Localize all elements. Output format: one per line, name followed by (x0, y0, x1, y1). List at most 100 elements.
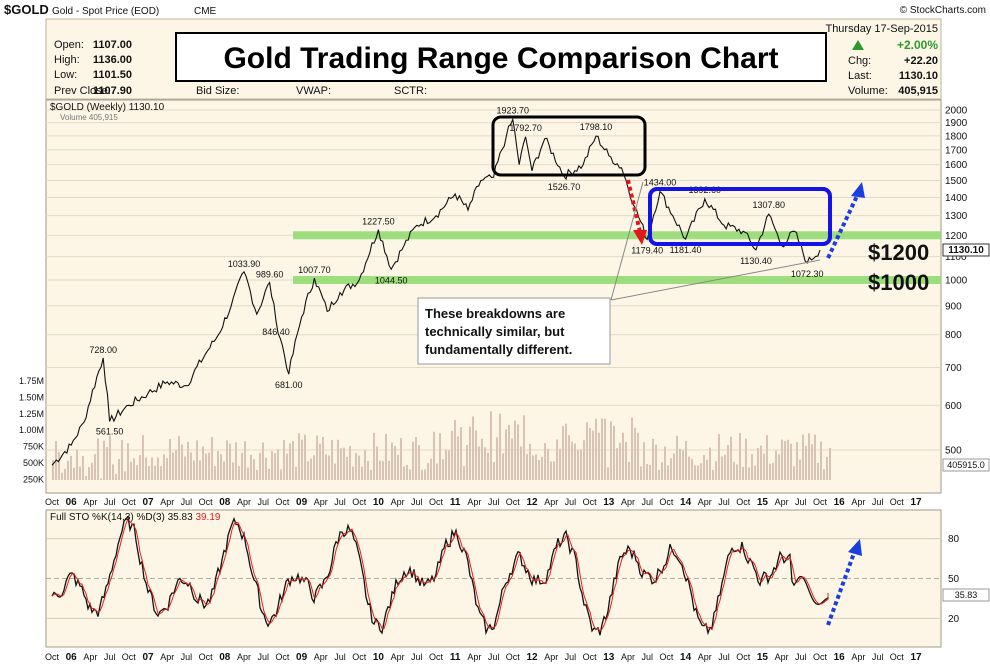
volume-bar (574, 443, 576, 480)
price-callout: 1179.40 (631, 246, 663, 256)
x-tick-label: Apr (467, 652, 481, 662)
volume-bar (262, 442, 264, 480)
volume-bar (643, 442, 645, 480)
volume-bar (175, 450, 177, 480)
volume-bar (430, 458, 432, 480)
volume-bar (151, 457, 153, 480)
x-tick-label: Apr (621, 652, 635, 662)
volume-bar (487, 452, 489, 480)
ohlc-block: Open: 1107.00 High: 1136.00 Low: 1101.50… (54, 39, 427, 97)
volume-bar (286, 453, 288, 480)
volume-bar (454, 419, 456, 480)
x-tick-label: Oct (352, 652, 367, 662)
volume-bar (205, 453, 207, 480)
price-callout: 1307.80 (753, 200, 786, 210)
date-line: Thursday 17-Sep-2015 (825, 23, 938, 35)
volume-tick-label: 1.75M (19, 376, 44, 386)
price-tick-label: 600 (945, 401, 962, 412)
volume-tag (942, 458, 990, 472)
volume-bar (331, 439, 333, 480)
volume-bar (754, 465, 756, 480)
x-tick-label: Jul (718, 652, 730, 662)
x-tick-label: Oct (890, 652, 905, 662)
volume-bar (652, 438, 654, 480)
volume-bar (352, 466, 354, 480)
volume-bar (796, 442, 798, 480)
volume-bar (133, 458, 135, 480)
volume-bar (379, 460, 381, 480)
x-tick-label: 14 (680, 652, 692, 663)
volume-bar (322, 437, 324, 480)
volume-bar (667, 465, 669, 480)
volume-bar (439, 433, 441, 480)
volume-bar (421, 469, 423, 480)
volume-bar (208, 452, 210, 480)
x-tick-label: Oct (122, 652, 137, 662)
volume-bar (235, 442, 237, 480)
volume-bar (529, 443, 531, 480)
volume-bar (781, 439, 783, 480)
volume-bar (736, 464, 738, 480)
volume-bar (193, 460, 195, 480)
volume-bar (73, 467, 75, 480)
volume-bar (712, 469, 714, 480)
volume-bar (532, 455, 534, 480)
x-tick-label: Oct (890, 497, 905, 507)
volume-bar (382, 460, 384, 480)
volume-bar (589, 427, 591, 480)
volume-bar (220, 454, 222, 480)
x-tick-label: Jul (641, 652, 653, 662)
volume-bar (568, 435, 570, 480)
price-tick-label: 800 (945, 330, 962, 341)
x-tick-label: 10 (373, 652, 385, 663)
price-callout: 1072.30 (791, 269, 824, 279)
volume-bar (526, 453, 528, 480)
x-tick-label: 16 (834, 497, 846, 508)
x-tick-label: Apr (775, 497, 789, 507)
x-tick-label: 08 (219, 652, 231, 663)
support-bands (293, 231, 941, 284)
volume-bar (172, 452, 174, 480)
volume-bar (523, 415, 525, 480)
open-label: Open: (54, 39, 84, 51)
x-tick-label: Apr (621, 497, 635, 507)
volume-bar (649, 464, 651, 480)
x-tick-label: 16 (834, 652, 846, 663)
volume-bar (97, 438, 99, 480)
x-tick-label: 17 (910, 497, 922, 508)
volume-bar (655, 444, 657, 480)
last-price-tag (942, 243, 990, 257)
volume-bar (154, 465, 156, 480)
volume-bar (727, 445, 729, 480)
volume-bar (223, 461, 225, 480)
volume-bar (106, 447, 108, 480)
price-line (51, 117, 821, 466)
blue-range-box (648, 187, 832, 246)
volume-bar (196, 440, 198, 480)
volume-bar (316, 435, 318, 480)
volume-bar (766, 435, 768, 480)
volume-bar (469, 426, 471, 480)
volume-bar (814, 434, 816, 480)
volume-bar (562, 426, 564, 480)
x-tick-label: Jul (488, 497, 500, 507)
x-tick-label: Apr (160, 652, 174, 662)
red-breakdown-arrow (626, 179, 642, 233)
volume-bar (250, 454, 252, 480)
price-callout: 1044.50 (375, 275, 408, 285)
volume-bar (397, 454, 399, 480)
volume-bar (67, 460, 69, 480)
price-callout: 681.00 (275, 380, 303, 390)
volume-bar (634, 427, 636, 480)
volume-bar (775, 450, 777, 480)
price-tick-label: 1700 (945, 145, 968, 156)
x-tick-label: 15 (757, 497, 769, 508)
volume-bar (52, 460, 54, 480)
x-tick-label: Oct (583, 652, 598, 662)
last-label: Last: (848, 70, 872, 82)
volume-bar (607, 467, 609, 480)
stochastic-x-axis: Oct 06 Apr Jul Oct 07 Apr Jul Oct 08 Apr Jul Oct 09 Ap… (45, 652, 922, 663)
volume-bar (640, 466, 642, 480)
stochastic-d-line (51, 517, 829, 632)
